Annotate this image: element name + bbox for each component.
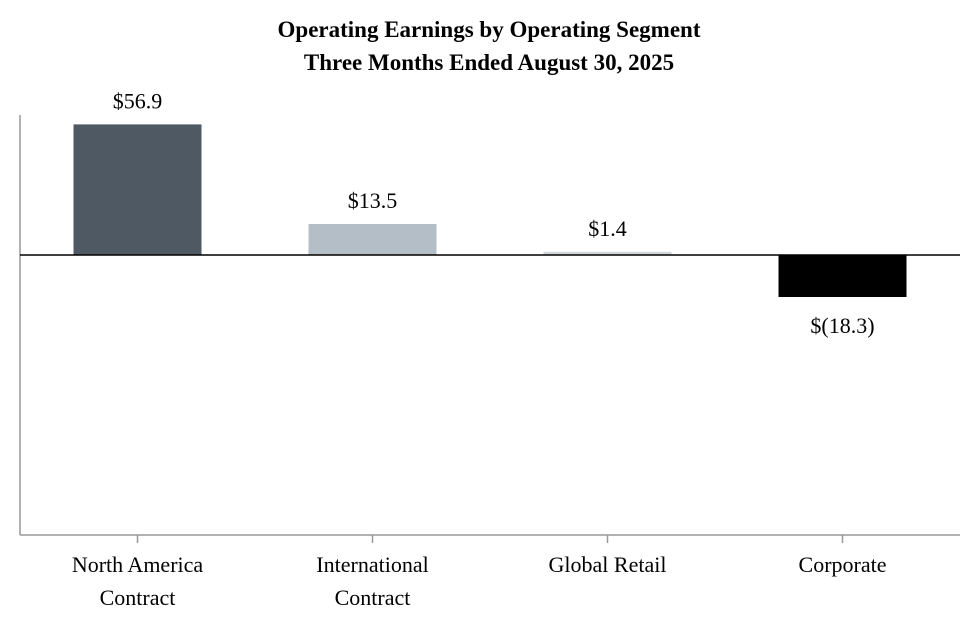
value-label: $13.5 [348, 188, 398, 213]
x-tick-label: North America Contract [71, 552, 204, 610]
x-tick-label: Corporate [798, 552, 887, 577]
chart-title: Operating Earnings by Operating Segment [278, 17, 701, 42]
chart-subtitle: Three Months Ended August 30, 2025 [304, 50, 674, 75]
bar [73, 124, 202, 255]
value-label: $56.9 [113, 88, 163, 113]
value-label: $1.4 [588, 216, 627, 241]
bar [543, 251, 672, 255]
value-label: $(18.3) [810, 313, 874, 338]
bar [778, 255, 907, 297]
x-tick-label: International Contract [316, 552, 429, 610]
x-tick-label: Global Retail [548, 552, 667, 577]
bar [308, 224, 437, 255]
